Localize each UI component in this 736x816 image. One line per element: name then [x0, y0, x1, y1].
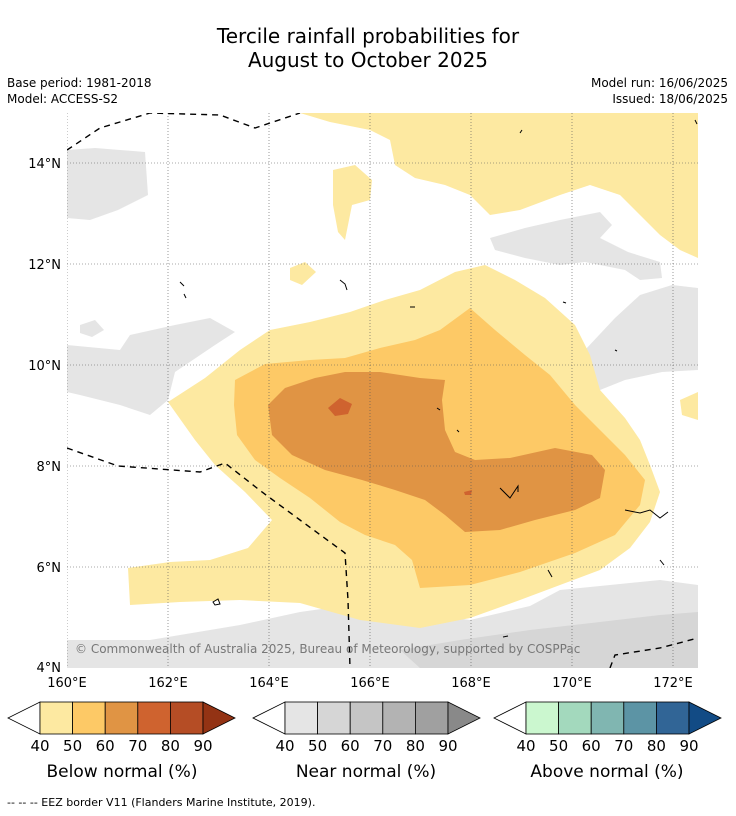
lat-label-10n: 10°N — [28, 359, 61, 374]
below-normal-40-50-small — [290, 262, 316, 285]
colorbar-tick-label: 80 — [406, 737, 425, 755]
latitude-labels: 4°N 6°N 8°N 10°N 12°N 14°N — [28, 157, 61, 676]
colorbar-cell — [349, 701, 384, 735]
below-normal-40-50-east-edge — [680, 392, 698, 420]
colorbar-cell — [590, 701, 625, 735]
near-normal-region-nw — [67, 148, 148, 220]
lat-label-6n: 6°N — [37, 561, 62, 576]
lon-label-162e: 162°E — [148, 676, 188, 691]
colorbar-cell — [104, 701, 139, 735]
colorbar-tick-label: 40 — [275, 737, 294, 755]
colorbar-cell — [623, 701, 657, 735]
near-normal-region-ne — [490, 212, 662, 280]
meta-left: Base period: 1981-2018 Model: ACCESS-S2 — [7, 75, 152, 107]
below-normal-40-50-north — [300, 113, 698, 258]
near-normal-region-west-small — [80, 320, 104, 337]
colorbar-tick-label: 90 — [438, 737, 457, 755]
below-normal-70-80-spot — [328, 398, 352, 416]
base-period: Base period: 1981-2018 — [7, 76, 152, 90]
colorbar-cell — [382, 701, 416, 735]
map: © Commonwealth of Australia 2025, Bureau… — [28, 113, 698, 691]
colorbar-tick-label: 60 — [582, 737, 601, 755]
colorbar-cell — [284, 701, 318, 735]
colorbar-tick-label: 70 — [128, 737, 147, 755]
copyright-notice: © Commonwealth of Australia 2025, Bureau… — [75, 642, 580, 656]
below-normal-60-70 — [268, 372, 605, 532]
colorbar-cell — [656, 701, 690, 735]
colorbar-tick-label: 40 — [30, 737, 49, 755]
lon-label-172e: 172°E — [653, 676, 693, 691]
colorbar-label-near: Near normal (%) — [295, 762, 437, 782]
colorbar-cell — [72, 701, 106, 735]
colorbar-label-above: Above normal (%) — [530, 762, 684, 782]
near-normal-region-west — [67, 318, 235, 415]
lon-label-166e: 166°E — [350, 676, 390, 691]
model-run: Model run: 16/06/2025 — [590, 76, 728, 90]
title-line-1: Tercile rainfall probabilities for — [216, 24, 520, 48]
colorbar-tick-label: 90 — [679, 737, 698, 755]
colorbar-min-extension — [252, 701, 286, 735]
colorbar-tick-label: 50 — [549, 737, 568, 755]
colorbar-below-normal: 40 50 60 70 80 90 — [7, 701, 236, 755]
lat-label-8n: 8°N — [37, 460, 62, 475]
probability-fields: © Commonwealth of Australia 2025, Bureau… — [67, 113, 698, 668]
lon-label-164e: 164°E — [249, 676, 289, 691]
colorbar-tick-label: 60 — [341, 737, 360, 755]
longitude-labels: 160°E 162°E 164°E 166°E 168°E 170°E 172°… — [47, 676, 693, 691]
below-normal-40-50-north-blob — [333, 165, 372, 240]
eez-borders — [67, 113, 698, 668]
near-normal-region-east — [582, 285, 698, 390]
colorbar-tick-label: 70 — [373, 737, 392, 755]
colorbar-cell — [525, 701, 559, 735]
colorbar-tick-label: 50 — [63, 737, 82, 755]
colorbar-near-normal: 40 50 60 70 80 90 — [252, 701, 481, 755]
colorbar-max-extension — [447, 701, 481, 735]
colorbar-tick-label: 50 — [308, 737, 327, 755]
lat-label-12n: 12°N — [28, 258, 61, 273]
footer-eez-note: -- -- -- EEZ border V11 (Flanders Marine… — [7, 796, 316, 809]
colorbars: 40 50 60 70 80 90 40 50 60 70 80 90 40 50 60 70 80 90 — [7, 701, 722, 755]
model-name: Model: ACCESS-S2 — [7, 92, 119, 106]
colorbar-tick-label: 60 — [96, 737, 115, 755]
title-line-2: August to October 2025 — [247, 48, 489, 72]
lat-label-4n: 4°N — [37, 661, 62, 676]
colorbar-min-extension — [7, 701, 41, 735]
colorbar-cell — [414, 701, 449, 735]
colorbar-max-extension — [688, 701, 722, 735]
colorbar-cell — [39, 701, 73, 735]
meta-right: Model run: 16/06/2025 Issued: 18/06/2025 — [591, 75, 728, 107]
colorbar-cell — [558, 701, 592, 735]
chart-title: Tercile rainfall probabilities for Augus… — [0, 24, 736, 72]
colorbar-cell — [169, 701, 204, 735]
lon-label-160e: 160°E — [47, 676, 87, 691]
colorbar-tick-label: 80 — [647, 737, 666, 755]
colorbar-tick-label: 70 — [614, 737, 633, 755]
graticule — [67, 113, 698, 668]
colorbar-min-extension — [493, 701, 527, 735]
lat-label-14n: 14°N — [28, 157, 61, 172]
colorbar-cell — [317, 701, 351, 735]
below-normal-70-80-dot — [464, 490, 472, 495]
colorbar-tick-label: 90 — [193, 737, 212, 755]
colorbar-cell — [137, 701, 171, 735]
lon-label-168e: 168°E — [451, 676, 491, 691]
lon-label-170e: 170°E — [552, 676, 592, 691]
colorbar-label-below: Below normal (%) — [46, 762, 198, 782]
colorbar-max-extension — [202, 701, 236, 735]
issued-date: Issued: 18/06/2025 — [612, 92, 728, 106]
colorbar-above-normal: 40 50 60 70 80 90 — [493, 701, 722, 755]
colorbar-tick-label: 80 — [161, 737, 180, 755]
colorbar-tick-label: 40 — [516, 737, 535, 755]
island-outlines — [179, 119, 698, 638]
